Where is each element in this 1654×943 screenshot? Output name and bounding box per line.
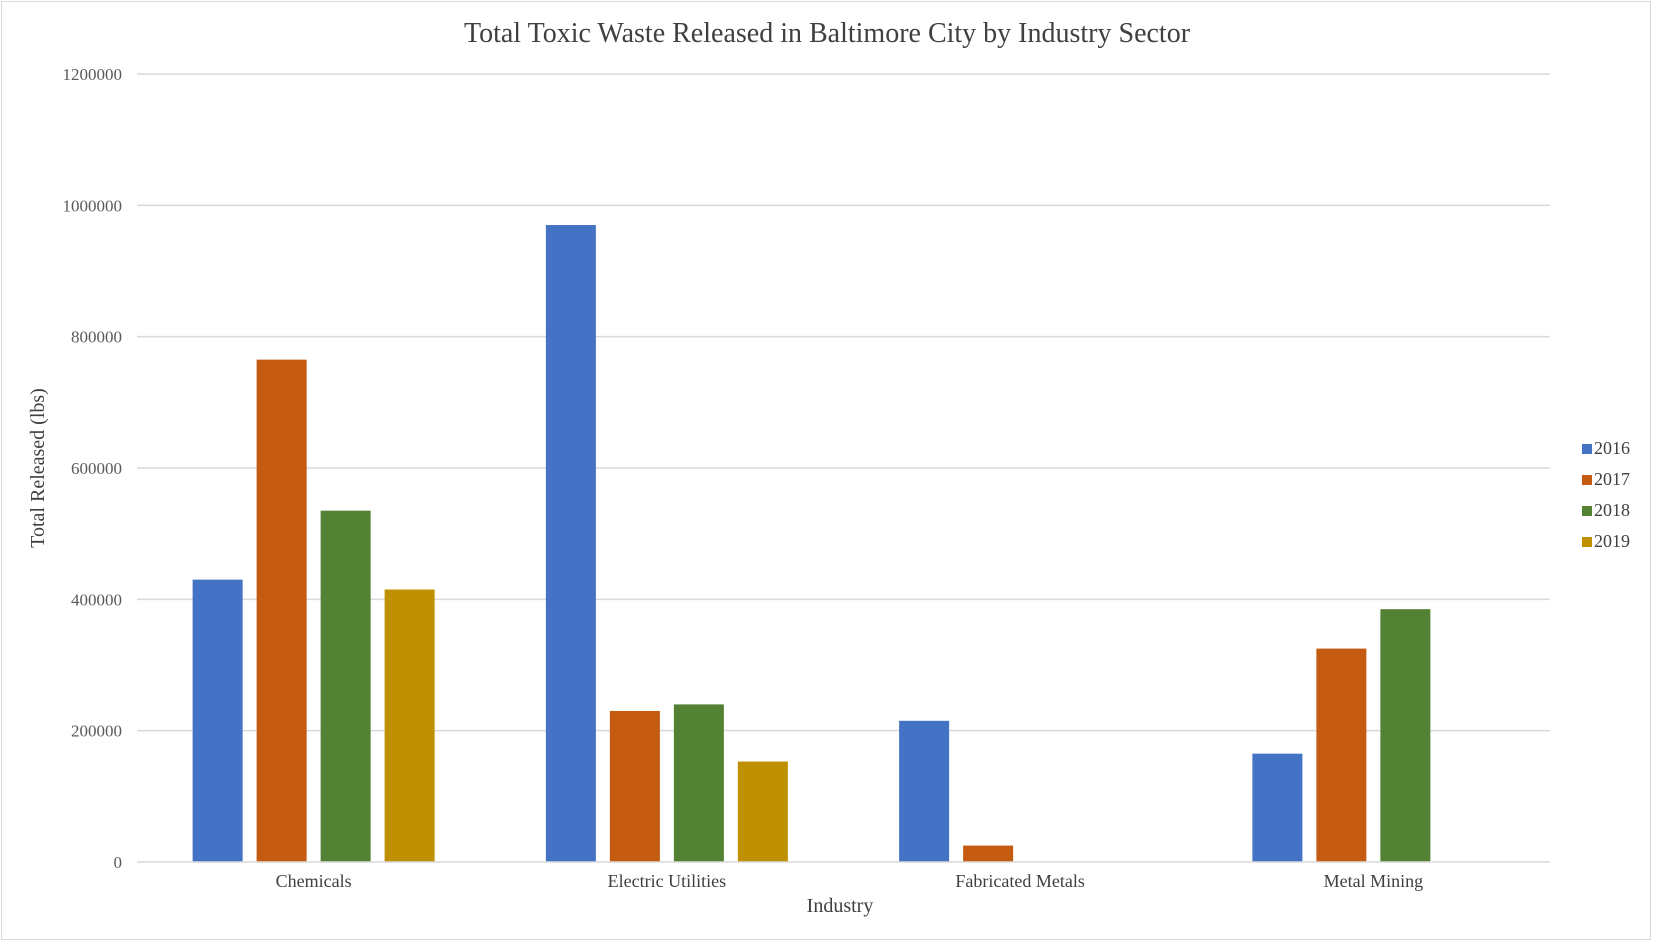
x-tick-label: Chemicals xyxy=(276,871,352,891)
legend-label-2017: 2017 xyxy=(1594,469,1630,489)
y-tick-label: 600000 xyxy=(71,459,122,478)
y-axis-ticks: 0 200000 400000 600000 800000 1000000 1200000 xyxy=(63,65,123,872)
legend-swatch-2019 xyxy=(1582,537,1592,547)
y-tick-label: 0 xyxy=(114,853,123,872)
bar-2016-metal-mining xyxy=(1252,753,1303,862)
y-tick-label: 400000 xyxy=(71,590,122,609)
legend-label-2019: 2019 xyxy=(1594,531,1630,551)
legend-label-2016: 2016 xyxy=(1594,438,1630,458)
y-tick-label: 1200000 xyxy=(63,65,123,84)
bar-2017-chemicals xyxy=(256,359,307,862)
bar-2017-fabricated-metals xyxy=(963,845,1014,862)
gridlines xyxy=(137,73,1550,732)
bar-2016-electric-utilities xyxy=(545,225,596,863)
y-tick-label: 200000 xyxy=(71,722,122,741)
legend: 2016 2017 2018 2019 xyxy=(1582,438,1630,551)
y-tick-label: 1000000 xyxy=(63,196,123,215)
legend-swatch-2016 xyxy=(1582,444,1592,454)
x-tick-label: Electric Utilities xyxy=(608,871,726,891)
bar-2018-electric-utilities xyxy=(673,704,724,862)
bar-2019-electric-utilities xyxy=(737,761,788,862)
chart-title: Total Toxic Waste Released in Baltimore … xyxy=(464,18,1191,49)
legend-swatch-2018 xyxy=(1582,506,1592,516)
bar-2018-chemicals xyxy=(320,510,371,862)
bar-2017-electric-utilities xyxy=(609,710,660,862)
x-tick-label: Fabricated Metals xyxy=(955,871,1084,891)
legend-swatch-2017 xyxy=(1582,475,1592,485)
x-axis-categories: Chemicals Electric Utilities Fabricated Me… xyxy=(276,871,1423,891)
bar-2016-chemicals xyxy=(192,579,243,862)
y-axis-title: Total Released (lbs) xyxy=(27,388,49,548)
bar-2016-fabricated-metals xyxy=(899,720,950,862)
legend-label-2018: 2018 xyxy=(1594,500,1630,520)
bars xyxy=(192,225,1431,863)
x-axis-title: Industry xyxy=(807,895,874,917)
bar-2017-metal-mining xyxy=(1316,648,1367,862)
bar-2019-chemicals xyxy=(384,589,435,862)
x-tick-label: Metal Mining xyxy=(1324,871,1424,891)
bar-2018-metal-mining xyxy=(1380,609,1431,862)
y-tick-label: 800000 xyxy=(71,328,122,347)
